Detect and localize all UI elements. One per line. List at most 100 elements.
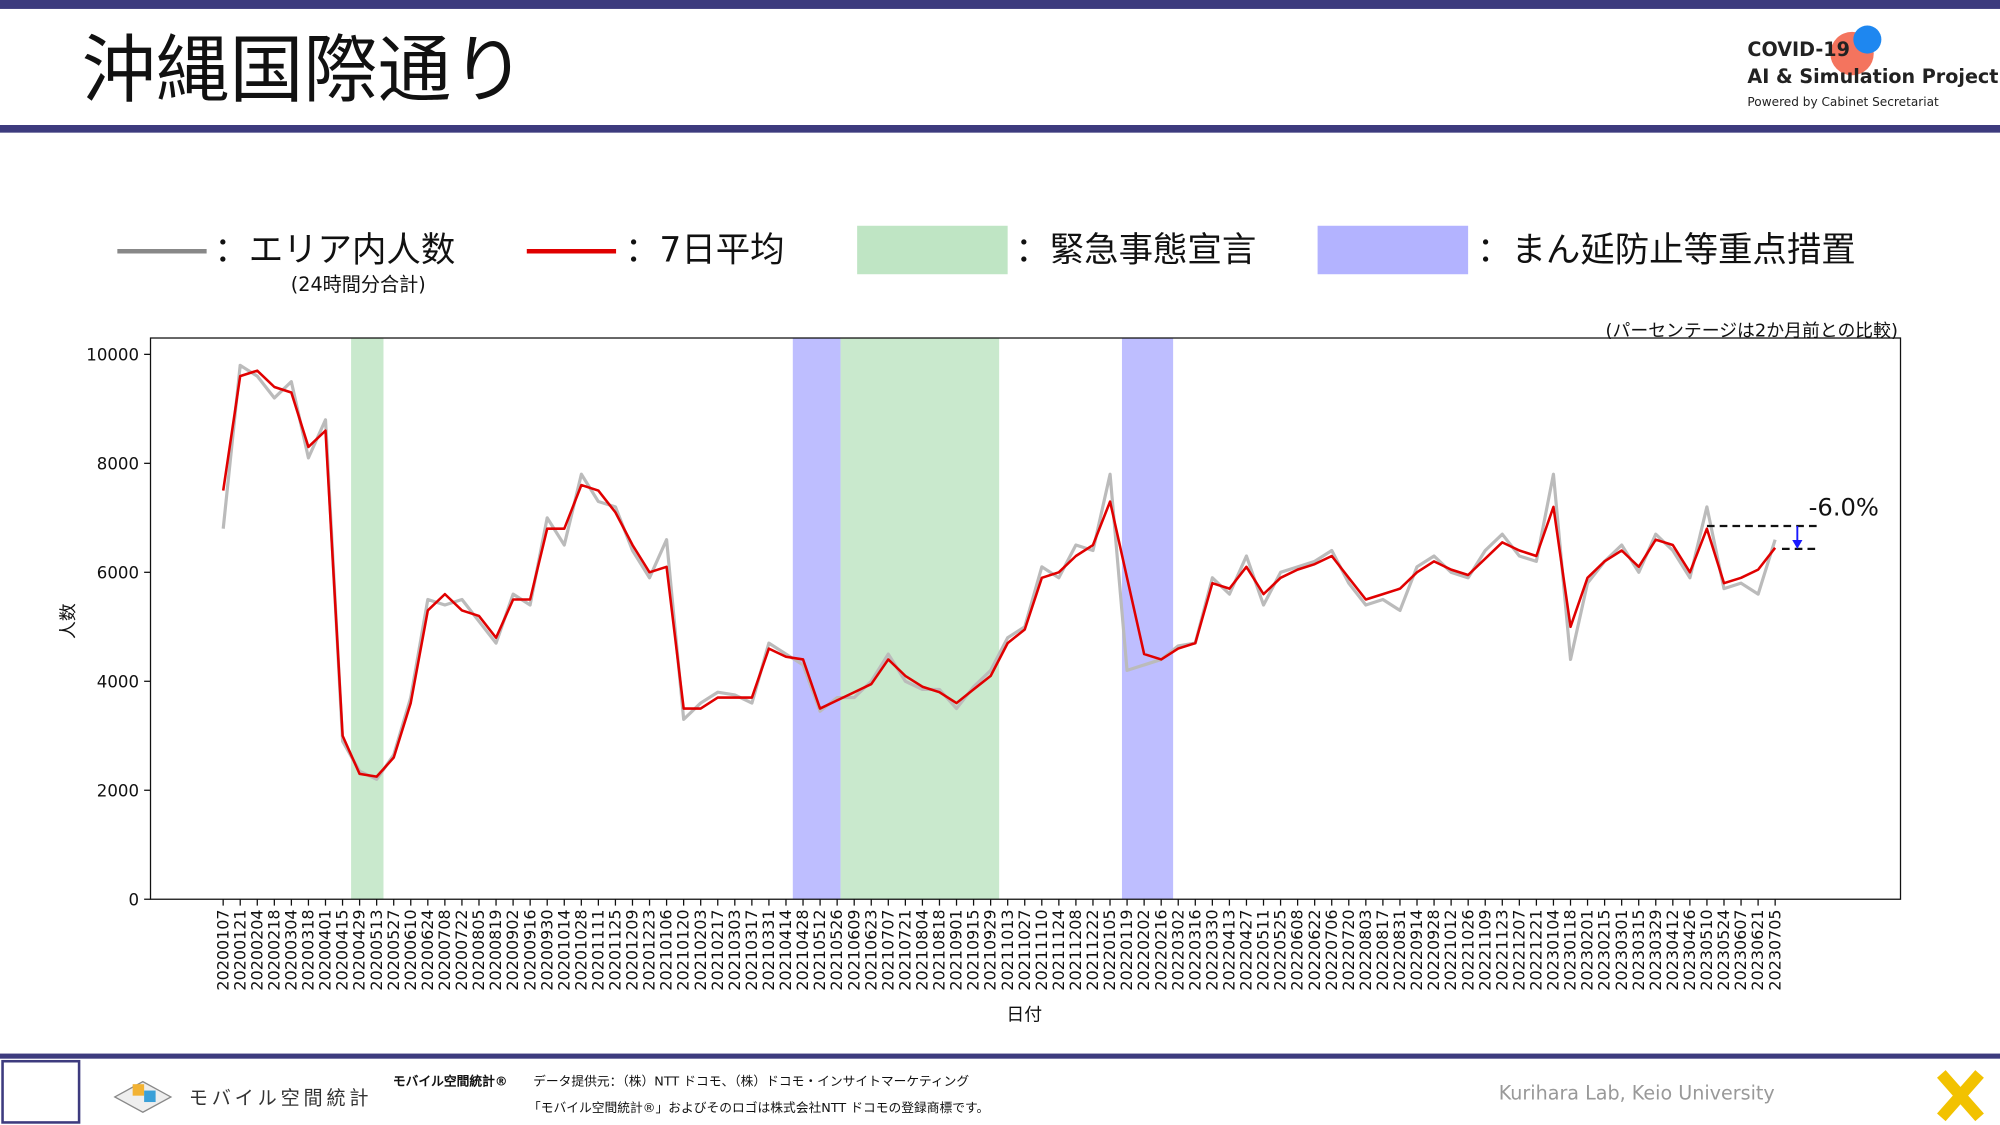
x-tick-label: 20230329	[1646, 909, 1665, 990]
x-tick-label: 20210901	[947, 909, 966, 990]
x-tick-label: 20230621	[1748, 909, 1767, 990]
x-tick-label: 20230315	[1629, 909, 1648, 990]
x-tick-label: 20200902	[503, 909, 522, 990]
period-band	[792, 338, 841, 900]
series-line	[221, 363, 1777, 781]
legend-label: ：まん延防止等重点措置	[1477, 230, 1856, 270]
y-tick-label: 0	[128, 891, 139, 910]
y-tick-label: 6000	[97, 564, 139, 583]
legend-swatch	[857, 225, 1008, 275]
y-tick-label: 2000	[97, 782, 139, 801]
x-tick-label: 20211124	[1049, 909, 1068, 990]
x-tick-label: 20200610	[401, 909, 420, 990]
logo-text: COVID-19	[1747, 38, 1849, 61]
x-tick-label: 20200218	[264, 909, 283, 990]
period-band	[351, 338, 384, 900]
x-tick-label: 20210203	[691, 909, 710, 990]
x-tick-label: 20230104	[1544, 909, 1563, 990]
x-tick-label: 20220706	[1322, 909, 1341, 990]
x-tick-label: 20200527	[384, 909, 403, 990]
corner-logo	[1937, 1070, 1984, 1122]
x-tick-label: 20220330	[1202, 909, 1221, 990]
x-tick-label: 20210512	[810, 909, 829, 990]
x-tick-label: 20220525	[1271, 909, 1290, 990]
x-tick-label: 20230510	[1697, 909, 1716, 990]
x-tick-label: 20200401	[316, 909, 335, 990]
x-tick-label: 20210106	[657, 909, 676, 990]
legend-label: ：緊急事態宣言	[1015, 230, 1256, 270]
x-tick-label: 20220302	[1168, 909, 1187, 990]
y-tick-label: 8000	[97, 455, 139, 474]
x-tick-label: 20230524	[1714, 909, 1733, 990]
x-tick-label: 20201125	[606, 909, 625, 990]
brand-icon	[132, 1084, 145, 1096]
plot-frame	[149, 337, 1902, 900]
footer-trademark: 「モバイル空間統計®」およびそのロゴは株式会社NTT ドコモの登録商標です。	[528, 1100, 989, 1116]
x-tick-label: 20200930	[537, 909, 556, 990]
x-tick-label: 20200318	[299, 909, 318, 990]
note: (パーセンテージは2か月前との比較)	[1606, 321, 1898, 342]
x-tick-label: 20210303	[725, 909, 744, 990]
x-tick-label: 20220803	[1356, 909, 1375, 990]
x-tick-label: 20200415	[333, 909, 352, 990]
x-tick-label: 20220216	[1151, 909, 1170, 990]
x-tick-label: 20211027	[1015, 909, 1034, 990]
x-tick-label: 20210331	[759, 909, 778, 990]
x-tick-label: 20230705	[1765, 909, 1784, 990]
x-tick-label: 20210317	[742, 909, 761, 990]
x-tick-label: 20200304	[281, 909, 300, 990]
x-tick-label: 20220720	[1339, 909, 1358, 990]
top-bar	[0, 0, 2000, 9]
y-axis-title: 人数	[58, 603, 79, 639]
footer-brand: モバイル空間統計®	[393, 1073, 508, 1089]
x-tick-label: 20211013	[998, 909, 1017, 990]
x-tick-label: 20230426	[1680, 909, 1699, 990]
x-tick-label: 20210428	[793, 909, 812, 990]
series-line	[221, 369, 1777, 778]
x-tick-label: 20200624	[418, 909, 437, 990]
x-tick-label: 20210609	[844, 909, 863, 990]
y-tick-label: 4000	[97, 673, 139, 692]
x-tick-label: 20210623	[861, 909, 880, 990]
lab-logo	[1, 1059, 81, 1124]
x-tick-label: 20230201	[1578, 909, 1597, 990]
x-tick-label: 20210915	[964, 909, 983, 990]
x-tick-label: 20220817	[1373, 909, 1392, 990]
title-rule	[0, 125, 2000, 133]
x-tick-label: 20220914	[1407, 909, 1426, 990]
logo-text: Powered by Cabinet Secretariat	[1747, 95, 1939, 109]
x-tick-label: 20220608	[1288, 909, 1307, 990]
x-tick-label: 20220105	[1100, 909, 1119, 990]
x-tick-label: 20210526	[827, 909, 846, 990]
footer-rule	[0, 1053, 2000, 1059]
x-tick-label: 20200513	[367, 909, 386, 990]
x-tick-label: 20221221	[1526, 909, 1545, 990]
x-tick-label: 20230607	[1731, 909, 1750, 990]
x-tick-label: 20220511	[1254, 909, 1273, 990]
x-tick-label: 20220427	[1237, 909, 1256, 990]
x-tick-label: 20210707	[878, 909, 897, 990]
legend-subtext: (24時間分合計)	[291, 273, 426, 296]
x-tick-label: 20221012	[1441, 909, 1460, 990]
x-tick-label: 20201223	[640, 909, 659, 990]
x-tick-label: 20201014	[554, 909, 573, 990]
x-tick-label: 20221109	[1475, 909, 1494, 990]
x-tick-label: 20210217	[708, 909, 727, 990]
period-band	[840, 338, 1000, 900]
x-tick-label: 20220928	[1424, 909, 1443, 990]
logo-text: AI & Simulation Project	[1747, 65, 1998, 88]
logo-dot	[1853, 25, 1882, 54]
legend-label: ：7日平均	[625, 230, 785, 270]
x-tick-label: 20220202	[1134, 909, 1153, 990]
x-tick-label: 20221123	[1492, 909, 1511, 990]
x-tick-label: 20201028	[571, 909, 590, 990]
brand-icon	[144, 1090, 156, 1103]
x-tick-label: 20210929	[981, 909, 1000, 990]
x-tick-label: 20201209	[623, 909, 642, 990]
x-tick-label: 20200204	[247, 909, 266, 990]
legend-label: ：エリア内人数	[214, 230, 455, 270]
legend-swatch	[1317, 225, 1469, 275]
footer-credit: Kurihara Lab, Keio University	[1499, 1081, 1775, 1104]
x-tick-label: 20201111	[588, 909, 607, 990]
x-tick-label: 20200819	[486, 909, 505, 990]
